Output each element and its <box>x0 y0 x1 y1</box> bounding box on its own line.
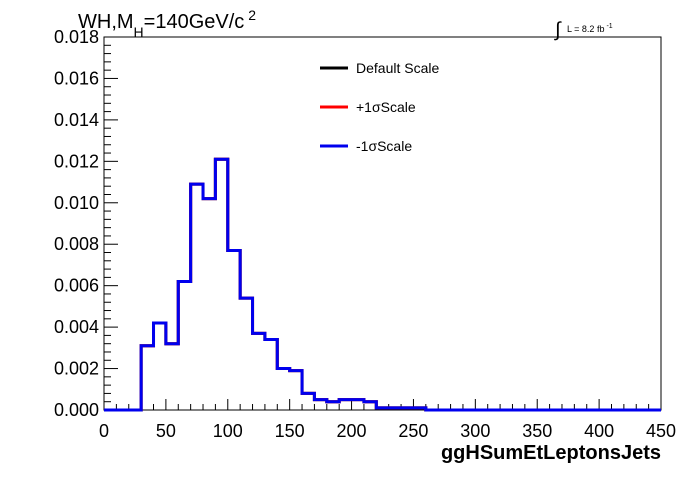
legend-label: +1σScale <box>356 99 416 115</box>
y-tick-label: 0.008 <box>54 234 99 254</box>
series-group <box>104 157 661 412</box>
title-superscript: 2 <box>248 7 256 23</box>
x-tick-label: 0 <box>99 421 109 441</box>
series-line-3 <box>104 157 661 412</box>
x-tick-label: 200 <box>337 421 367 441</box>
title-main: WH,M <box>78 11 134 33</box>
y-tick-label: 0.012 <box>54 151 99 171</box>
lumi-label: L = 8.2 fb -1 <box>567 23 613 34</box>
x-tick-label: 300 <box>460 421 490 441</box>
x-tick-label: 400 <box>584 421 614 441</box>
y-tick-label: 0.010 <box>54 193 99 213</box>
title-subscript: H <box>134 24 144 40</box>
y-tick-label: 0.006 <box>54 276 99 296</box>
chart-title: WH,MH=140GeV/c 2 <box>78 7 256 40</box>
y-tick-label: 0.018 <box>54 27 99 47</box>
legend-label: -1σScale <box>356 138 412 154</box>
y-tick-label: 0.004 <box>54 317 99 337</box>
lumi-integral-sign: ∫ <box>554 19 562 41</box>
y-tick-label: 0.014 <box>54 110 99 130</box>
y-tick-label: 0.002 <box>54 359 99 379</box>
legend-label: Default Scale <box>356 60 439 76</box>
lumi-superscript: -1 <box>606 23 612 30</box>
lumi-text: L = 8.2 fb <box>567 24 604 34</box>
x-tick-label: 350 <box>522 421 552 441</box>
series-line-2 <box>104 157 661 412</box>
y-tick-label: 0.000 <box>54 400 99 420</box>
x-axis-label: ggHSumEtLeptonsJets <box>441 442 661 464</box>
legend: Default Scale +1σScale -1σScale <box>320 60 439 154</box>
x-tick-label: 250 <box>398 421 428 441</box>
y-axis: 0.000 0.002 0.004 0.006 0.008 0.010 0.012 0.014… <box>54 27 118 420</box>
x-tick-label: 150 <box>275 421 305 441</box>
series-line-1 <box>104 157 661 412</box>
x-axis: 0 50 100 150 200 250 300 350 400 450 <box>99 399 676 441</box>
x-tick-label: 50 <box>156 421 176 441</box>
x-tick-label: 450 <box>646 421 676 441</box>
plot-frame <box>103 36 662 411</box>
x-tick-label: 100 <box>213 421 243 441</box>
title-rest: =140GeV/c <box>144 11 245 33</box>
y-tick-label: 0.016 <box>54 68 99 88</box>
